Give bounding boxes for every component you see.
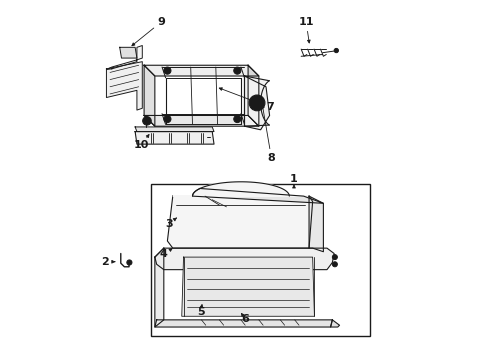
Polygon shape xyxy=(144,65,155,126)
Circle shape xyxy=(233,67,241,74)
Circle shape xyxy=(332,255,337,260)
Circle shape xyxy=(163,116,171,123)
Text: 6: 6 xyxy=(241,314,249,324)
Text: 9: 9 xyxy=(157,17,164,27)
Polygon shape xyxy=(192,189,323,203)
Polygon shape xyxy=(182,257,314,316)
Text: 5: 5 xyxy=(197,307,204,316)
Text: 10: 10 xyxy=(133,140,149,150)
Polygon shape xyxy=(144,65,258,76)
Polygon shape xyxy=(144,116,258,126)
Polygon shape xyxy=(155,248,163,327)
Polygon shape xyxy=(155,248,333,270)
Circle shape xyxy=(233,116,241,123)
Text: 2: 2 xyxy=(102,257,109,267)
Polygon shape xyxy=(155,320,332,327)
Polygon shape xyxy=(106,62,142,110)
Text: 11: 11 xyxy=(298,17,313,27)
Polygon shape xyxy=(172,182,308,196)
Text: 1: 1 xyxy=(289,174,297,184)
Polygon shape xyxy=(106,45,142,69)
Polygon shape xyxy=(135,132,214,144)
Polygon shape xyxy=(330,320,339,327)
Text: 3: 3 xyxy=(164,219,172,229)
Polygon shape xyxy=(244,76,269,130)
Bar xyxy=(151,184,369,336)
Text: 7: 7 xyxy=(265,102,273,112)
Circle shape xyxy=(249,95,264,111)
Circle shape xyxy=(163,67,171,74)
Text: 8: 8 xyxy=(267,153,275,163)
Polygon shape xyxy=(244,76,269,126)
Circle shape xyxy=(142,117,151,125)
Text: 4: 4 xyxy=(160,249,167,259)
Polygon shape xyxy=(247,65,258,126)
Polygon shape xyxy=(120,47,137,58)
Polygon shape xyxy=(167,196,312,248)
Circle shape xyxy=(126,260,132,265)
Circle shape xyxy=(332,262,337,267)
Circle shape xyxy=(333,48,338,53)
Polygon shape xyxy=(135,127,214,132)
Polygon shape xyxy=(308,196,323,252)
